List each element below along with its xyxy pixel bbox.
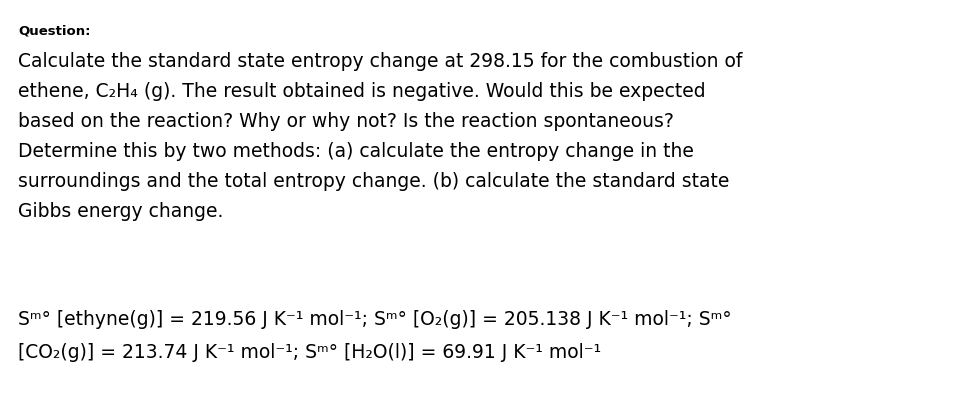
Text: ethene, C₂H₄ (g). The result obtained is negative. Would this be expected: ethene, C₂H₄ (g). The result obtained is…: [18, 82, 705, 101]
Text: Calculate the standard state entropy change at 298.15 for the combustion of: Calculate the standard state entropy cha…: [18, 52, 743, 71]
Text: Gibbs energy change.: Gibbs energy change.: [18, 202, 223, 221]
Text: Sᵐ° [ethyne(g)] = 219.56 J K⁻¹ mol⁻¹; Sᵐ° [O₂(g)] = 205.138 J K⁻¹ mol⁻¹; Sᵐ°: Sᵐ° [ethyne(g)] = 219.56 J K⁻¹ mol⁻¹; Sᵐ…: [18, 310, 731, 329]
Text: [CO₂(g)] = 213.74 J K⁻¹ mol⁻¹; Sᵐ° [H₂O(l)] = 69.91 J K⁻¹ mol⁻¹: [CO₂(g)] = 213.74 J K⁻¹ mol⁻¹; Sᵐ° [H₂O(…: [18, 343, 601, 362]
Text: surroundings and the total entropy change. (b) calculate the standard state: surroundings and the total entropy chang…: [18, 172, 729, 191]
Text: based on the reaction? Why or why not? Is the reaction spontaneous?: based on the reaction? Why or why not? I…: [18, 112, 674, 131]
Text: Question:: Question:: [18, 24, 91, 37]
Text: Determine this by two methods: (a) calculate the entropy change in the: Determine this by two methods: (a) calcu…: [18, 142, 694, 161]
